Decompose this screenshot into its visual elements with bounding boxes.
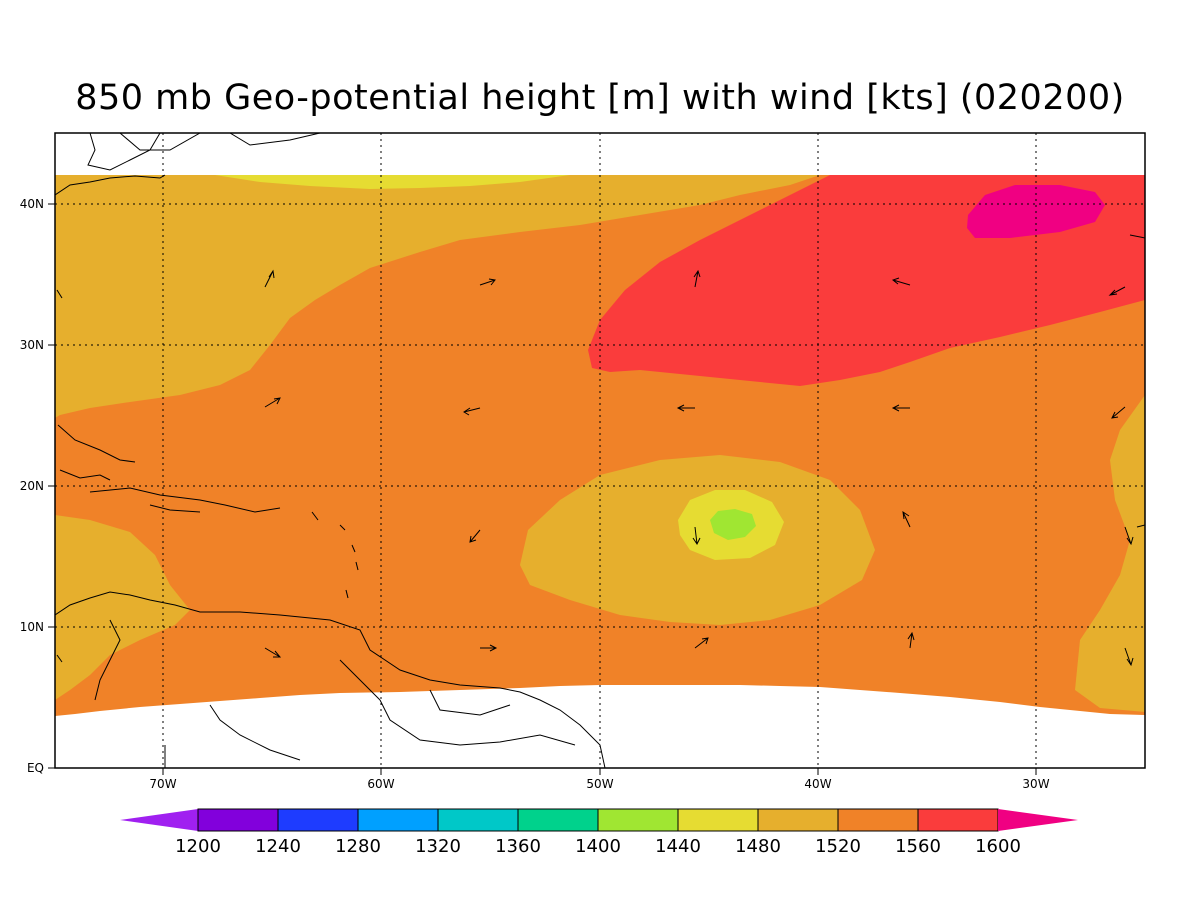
lat-label-40n: 40N [20, 197, 44, 211]
lat-label-30n: 30N [20, 338, 44, 352]
lon-label-70w: 70W [149, 777, 176, 791]
colorbar-level-label: 1520 [815, 836, 861, 857]
contour-fill-1480-northwest [55, 175, 820, 418]
colorbar-level-label: 1480 [735, 836, 781, 857]
lat-label-eq: EQ [27, 761, 44, 775]
lon-label-30w: 30W [1022, 777, 1049, 791]
colorbar-segment [917, 808, 999, 832]
colorbar-segment [437, 808, 519, 832]
contour-fill-1400-central [710, 509, 756, 540]
lon-label-50w: 50W [586, 777, 613, 791]
colorbar-segment [837, 808, 919, 832]
tick-marks [48, 203, 1037, 775]
contour-fill-1480-east [1075, 395, 1145, 712]
colorbar-segment [197, 808, 279, 832]
lat-label-10n: 10N [20, 620, 44, 634]
colorbar-segment [357, 808, 439, 832]
coastlines [55, 133, 606, 768]
colorbar-level-label: 1360 [495, 836, 541, 857]
colorbar-segment [757, 808, 839, 832]
graticule [55, 133, 1145, 768]
lat-label-20n: 20N [20, 479, 44, 493]
colorbar-arrow-low [120, 809, 198, 831]
colorbar-level-label: 1400 [575, 836, 621, 857]
colorbar-arrow-high [998, 809, 1078, 831]
colorbar-level-label: 1280 [335, 836, 381, 857]
contour-fill-1440-top [215, 175, 570, 189]
colorbar-level-label: 1320 [415, 836, 461, 857]
wind-vectors [56, 234, 1145, 667]
lon-label-60w: 60W [367, 777, 394, 791]
contour-fill-1480-southwest [55, 515, 190, 700]
lon-label-40w: 40W [804, 777, 831, 791]
colorbar-level-label: 1440 [655, 836, 701, 857]
colorbar-level-label: 1560 [895, 836, 941, 857]
colorbar-segment [597, 808, 679, 832]
colorbar-level-label: 1600 [975, 836, 1021, 857]
map-title: 850 mb Geo-potential height [m] with win… [75, 78, 1125, 118]
colorbar-level-label: 1200 [175, 836, 221, 857]
colorbar: 1200 1240 1280 1320 1360 1400 1440 1480 1520 1560… [120, 808, 1078, 857]
colorbar-level-label: 1240 [255, 836, 301, 857]
colorbar-segment [517, 808, 599, 832]
colorbar-segment [277, 808, 359, 832]
colorbar-segment [677, 808, 759, 832]
